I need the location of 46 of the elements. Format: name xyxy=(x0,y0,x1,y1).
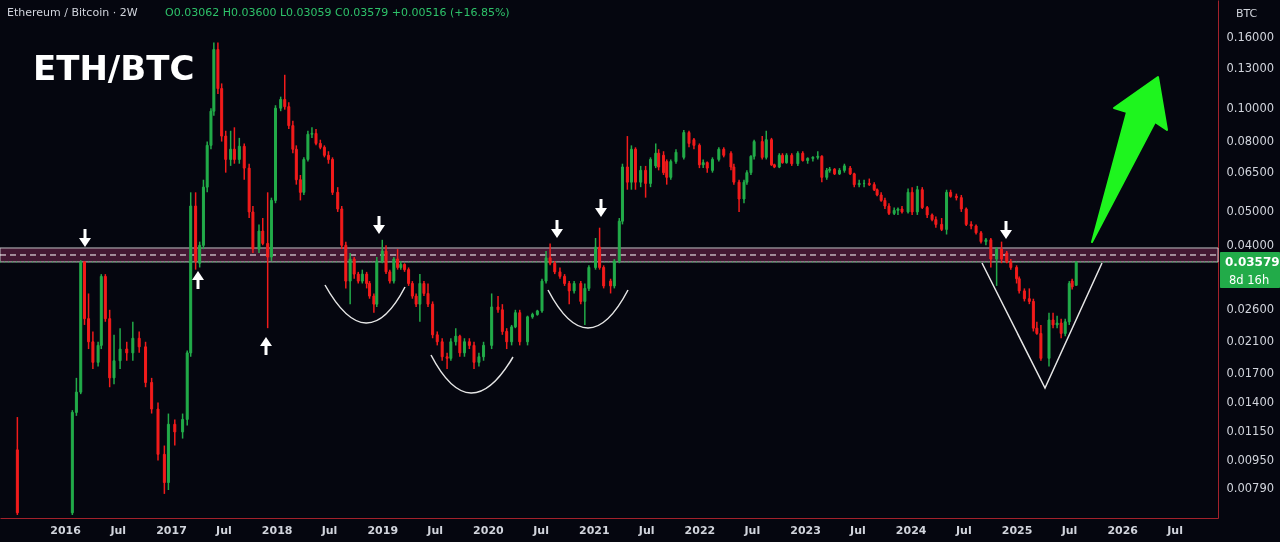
y-tick-label: 0.10000 xyxy=(1226,100,1275,115)
x-tick-label: Jul xyxy=(215,523,232,537)
y-tick-label: 0.06500 xyxy=(1226,165,1275,180)
ref-line-label: 0.03579 xyxy=(1225,254,1280,269)
y-tick-label: 0.05000 xyxy=(1226,204,1275,219)
y-tick-label: 0.00950 xyxy=(1226,453,1275,468)
candlestick xyxy=(1055,314,1059,329)
y-tick-label: 0.08000 xyxy=(1226,134,1275,149)
x-tick-label: Jul xyxy=(320,523,338,537)
x-tick-label: Jul xyxy=(637,523,655,537)
x-tick-label: 2022 xyxy=(684,523,716,537)
candlestick xyxy=(900,205,904,215)
x-tick-label: Jul xyxy=(532,523,549,537)
x-tick-label: Jul xyxy=(1166,523,1183,537)
y-tick-label: 0.02100 xyxy=(1226,334,1275,349)
x-tick-label: 2020 xyxy=(473,523,505,537)
x-tick-label: 2025 xyxy=(1001,523,1033,537)
candlestick xyxy=(125,341,129,362)
x-tick-label: 2018 xyxy=(261,523,293,537)
text: ETH/BTC xyxy=(33,48,195,88)
x-tick-label: Jul xyxy=(849,523,866,537)
text: 8d 16h xyxy=(1229,273,1270,287)
x-tick-label: Jul xyxy=(426,523,443,537)
y-tick-label: 0.04000 xyxy=(1226,237,1275,252)
y-tick-label: 0.00790 xyxy=(1226,480,1275,495)
x-tick-label: 2017 xyxy=(156,523,187,537)
x-tick-label: 2016 xyxy=(50,523,82,537)
x-tick-label: Jul xyxy=(954,523,972,537)
annotation: O0.03062 H0.03600 L0.03059 C0.03579 +0.00516 (+16.85%) xyxy=(165,6,510,19)
x-tick-label: Jul xyxy=(743,523,761,537)
y-tick-label: 0.02600 xyxy=(1226,302,1275,317)
y-tick-label: 0.01150 xyxy=(1226,424,1275,439)
text: Ethereum / Bitcoin · 2W xyxy=(7,6,138,19)
x-tick-label: 2026 xyxy=(1107,523,1139,537)
x-tick-label: 2024 xyxy=(895,523,927,537)
x-tick-label: Jul xyxy=(109,523,127,537)
x-tick-label: Jul xyxy=(1060,523,1078,537)
candlestick xyxy=(896,206,900,216)
y-tick-label: 0.13000 xyxy=(1226,61,1275,76)
y-tick-label: 0.01700 xyxy=(1226,365,1275,380)
x-tick-label: 2023 xyxy=(790,523,821,537)
y-tick-label: 0.01400 xyxy=(1226,394,1275,409)
x-tick-label: 2021 xyxy=(579,523,610,537)
y-tick-label: 0.16000 xyxy=(1226,30,1275,45)
text: BTC xyxy=(1236,7,1258,20)
x-tick-label: 2019 xyxy=(367,523,399,537)
